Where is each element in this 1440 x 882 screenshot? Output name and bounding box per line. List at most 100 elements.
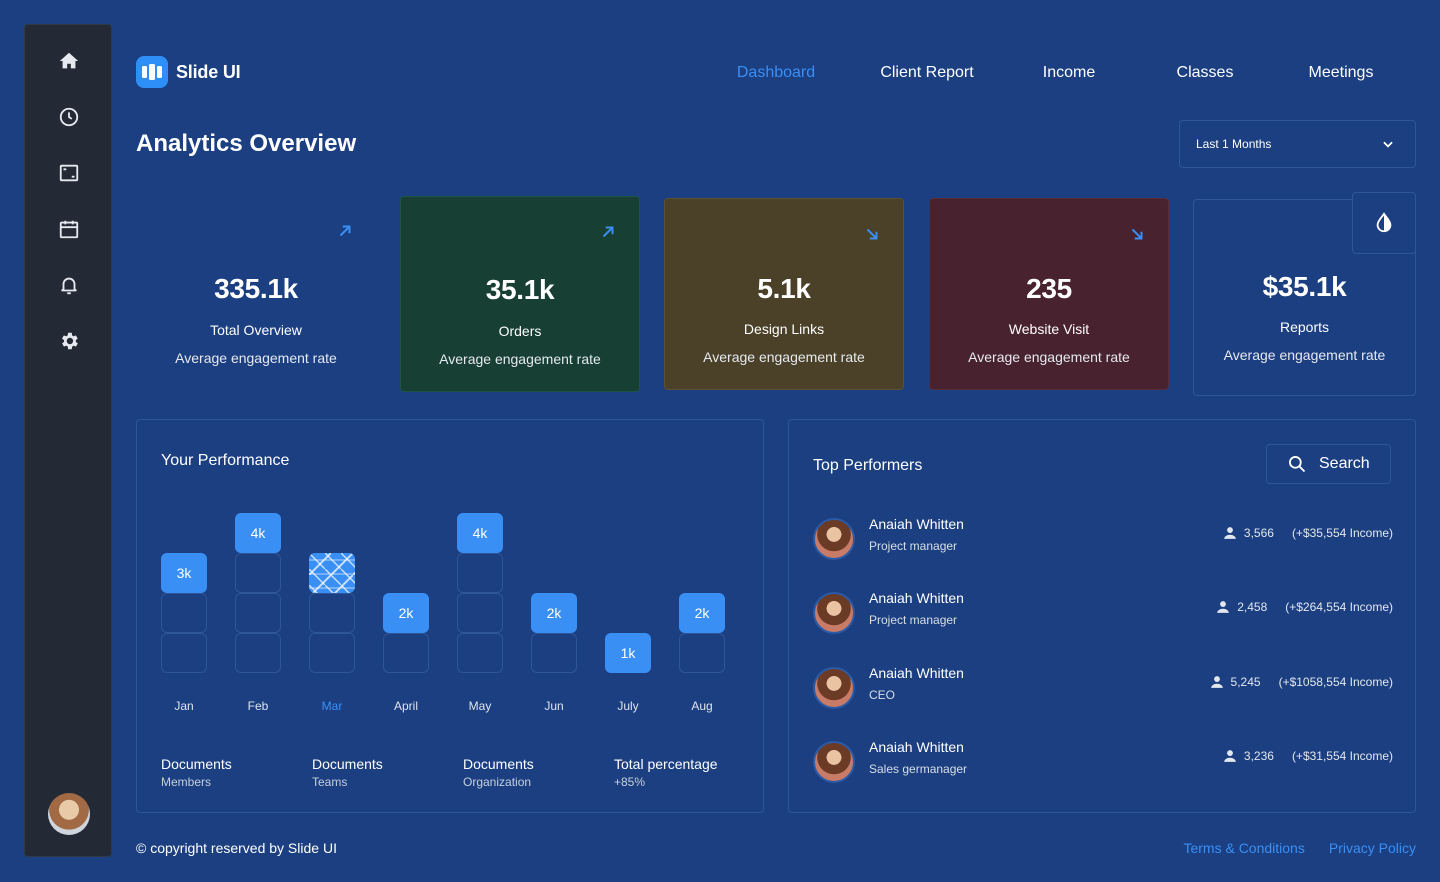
stat-card-total-overview[interactable]: 335.1k Total Overview Average engagement…	[136, 196, 376, 392]
bar-cell-mar	[309, 633, 355, 673]
arrow-up-right-icon	[602, 226, 614, 238]
stat-value: 35.1k	[485, 274, 555, 305]
performance-panel: Your Performance 3k Jan 4k Feb Mar 2k April 4k M…	[136, 419, 764, 813]
nav-classes[interactable]: Classes	[1176, 64, 1234, 81]
bar-april[interactable]: 2k	[383, 593, 429, 633]
stat-label: Orders	[498, 323, 542, 339]
user-icon	[1210, 676, 1223, 688]
performer-row[interactable]: Anaiah Whitten CEO 5,245 (+$1058,554 Inc…	[813, 665, 1393, 709]
doc-stat-title: Documents	[463, 756, 534, 772]
bar-cell-mar	[309, 593, 355, 633]
stat-subtitle: Average engagement rate	[968, 349, 1130, 365]
user-avatar[interactable]	[48, 793, 90, 835]
page-title: Analytics Overview	[136, 130, 357, 157]
bar-cell-feb	[235, 593, 281, 633]
nav-dashboard[interactable]: Dashboard	[736, 64, 816, 81]
bar-jan[interactable]: 3k	[161, 553, 207, 593]
month-label: Jun	[544, 699, 564, 713]
stat-card-website-visit[interactable]: 235 Website Visit Average engagement rat…	[929, 198, 1169, 390]
user-icon	[1224, 750, 1236, 762]
performer-stats: 3,236 (+$31,554 Income)	[1223, 749, 1393, 763]
doc-stat-sub: Organization	[463, 775, 532, 789]
performer-name: Anaiah Whitten	[869, 516, 964, 532]
stat-card-design-links[interactable]: 5.1k Design Links Average engagement rat…	[664, 198, 904, 390]
gear-icon[interactable]	[57, 329, 81, 353]
month-label: Aug	[691, 699, 713, 713]
theme-toggle-button[interactable]	[1352, 192, 1416, 254]
bar-cell-jan	[161, 633, 207, 673]
performer-stats: 2,458 (+$264,554 Income)	[1216, 600, 1393, 614]
stat-label: Reports	[1279, 319, 1330, 335]
bar-aug[interactable]: 2k	[679, 593, 725, 633]
nav-income[interactable]: Income	[1042, 64, 1096, 81]
bar-july[interactable]: 1k	[605, 633, 651, 673]
bar-cell-may	[457, 593, 503, 633]
bar-cell-april	[383, 633, 429, 673]
logo[interactable]: Slide UI	[136, 56, 241, 88]
date-range-select[interactable]: Last 1 Months	[1179, 120, 1416, 168]
bar-feb[interactable]: 4k	[235, 513, 281, 553]
calendar-icon[interactable]	[57, 217, 81, 241]
performer-income: (+$35,554 Income)	[1291, 526, 1393, 540]
stat-value: 235	[1026, 273, 1072, 304]
terms-link[interactable]: Terms & Conditions	[1183, 840, 1305, 856]
bell-icon[interactable]	[57, 273, 81, 297]
bar-cell-jun	[531, 633, 577, 673]
performance-chart: 3k Jan 4k Feb Mar 2k April 4k May 2k Jun 1k July 2k Au…	[137, 420, 765, 814]
performer-name: Anaiah Whitten	[869, 590, 964, 606]
doc-stat-members: Documents Members	[161, 756, 232, 789]
performer-count: 2,458	[1237, 600, 1268, 614]
bar-may[interactable]: 4k	[457, 513, 503, 553]
arrow-down-right-icon	[866, 228, 878, 240]
performer-income: (+$264,554 Income)	[1285, 600, 1393, 614]
user-icon	[1217, 601, 1230, 613]
performer-income: (+$31,554 Income)	[1291, 749, 1393, 763]
doc-stat-sub: +85%	[614, 775, 646, 789]
doc-stat-sub: Teams	[312, 775, 348, 789]
bar-cell-jan	[161, 593, 207, 633]
stat-card-orders[interactable]: 35.1k Orders Average engagement rate	[400, 196, 640, 392]
home-icon[interactable]	[57, 49, 81, 73]
search-label: Search	[1319, 455, 1370, 472]
bar-cell-may	[457, 553, 503, 593]
bar-cell-may	[457, 633, 503, 673]
bar-jun[interactable]: 2k	[531, 593, 577, 633]
frame-icon[interactable]	[57, 161, 81, 185]
brand-name: Slide UI	[176, 61, 241, 82]
month-label: July	[617, 699, 639, 713]
search-input[interactable]: Search	[1266, 444, 1391, 484]
stat-subtitle: Average engagement rate	[175, 350, 337, 366]
stat-card-reports[interactable]: $35.1k Reports Average engagement rate	[1193, 199, 1416, 396]
nav-client-report[interactable]: Client Report	[880, 64, 974, 81]
stat-label: Design Links	[743, 321, 825, 337]
stat-subtitle: Average engagement rate	[439, 351, 601, 367]
month-label: April	[393, 699, 418, 713]
bar-cell-feb	[235, 633, 281, 673]
month-label: Mar	[321, 699, 343, 713]
performer-row[interactable]: Anaiah Whitten Sales germanager 3,236 (+…	[813, 739, 1393, 783]
bar-mar[interactable]	[309, 553, 355, 593]
clock-icon[interactable]	[57, 105, 81, 129]
performer-count: 5,245	[1230, 675, 1261, 689]
performer-row[interactable]: Anaiah Whitten Project manager 2,458 (+$…	[813, 590, 1393, 634]
privacy-link[interactable]: Privacy Policy	[1328, 840, 1416, 856]
header: Slide UI Dashboard Client Report Income …	[136, 56, 1416, 90]
slide-logo-icon	[136, 56, 168, 88]
doc-stat-organization: Documents Organization	[463, 756, 534, 789]
top-nav: Dashboard Client Report Income Classes M…	[724, 64, 1391, 82]
doc-stat-sub: Members	[161, 775, 212, 789]
performer-role: Sales germanager	[869, 762, 968, 776]
performer-name: Anaiah Whitten	[869, 739, 964, 755]
performer-row[interactable]: Anaiah Whitten Project manager 3,566 (+$…	[813, 516, 1393, 560]
arrow-down-right-icon	[1131, 228, 1143, 240]
stat-subtitle: Average engagement rate	[703, 349, 865, 365]
performer-count: 3,566	[1243, 526, 1274, 540]
stat-label: Website Visit	[1008, 321, 1090, 337]
search-icon	[1289, 456, 1306, 473]
performer-stats: 5,245 (+$1058,554 Income)	[1210, 675, 1393, 689]
nav-meetings[interactable]: Meetings	[1308, 64, 1374, 81]
performer-role: Project manager	[869, 539, 958, 553]
performance-title: Your Performance	[161, 452, 290, 469]
footer-links: Terms & Conditions Privacy Policy	[1183, 840, 1416, 856]
stat-value: 5.1k	[757, 273, 811, 304]
